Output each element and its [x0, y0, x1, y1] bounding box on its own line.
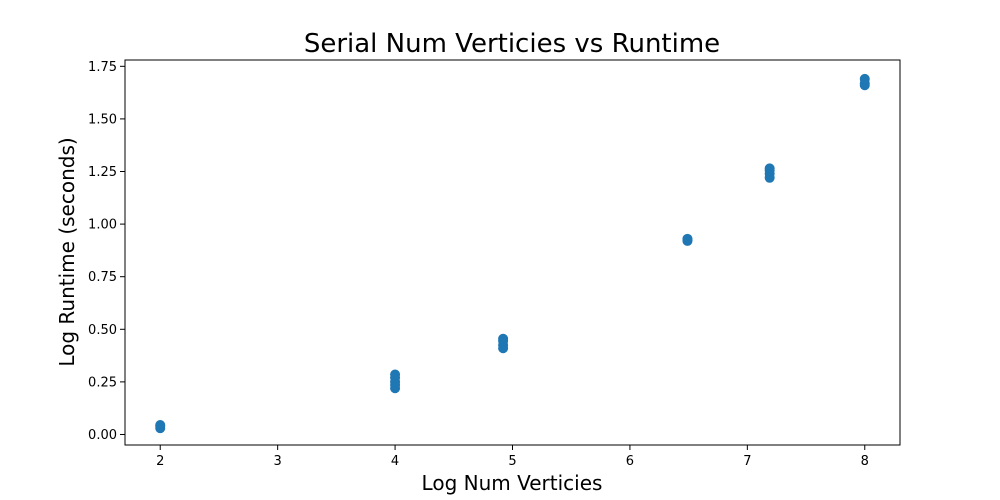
y-axis-label: Log Runtime (seconds) [55, 137, 79, 366]
x-tick-label: 4 [391, 454, 399, 469]
x-axis-ticks: 2 3 4 5 6 7 8 [156, 445, 869, 469]
data-point [390, 369, 401, 380]
points-layer [155, 73, 870, 434]
x-axis-label: Log Num Verticies [422, 471, 603, 495]
x-tick-label: 2 [156, 454, 164, 469]
x-tick-label: 6 [626, 454, 634, 469]
chart-title: Serial Num Verticies vs Runtime [304, 29, 720, 59]
x-tick-label: 7 [743, 454, 751, 469]
y-tick-label: 1.00 [88, 218, 117, 233]
y-tick-label: 0.00 [88, 428, 117, 443]
x-tick-label: 5 [508, 454, 516, 469]
y-tick-label: 1.75 [88, 60, 117, 75]
y-tick-label: 0.75 [88, 270, 117, 285]
x-tick-label: 3 [274, 454, 282, 469]
y-tick-label: 1.50 [88, 112, 117, 127]
y-tick-label: 0.50 [88, 323, 117, 338]
data-point [764, 163, 775, 174]
y-axis-ticks: 0.00 0.25 0.50 0.75 1.00 1.25 1.50 1.75 [88, 60, 125, 443]
data-point [155, 420, 166, 431]
x-tick-label: 8 [861, 454, 869, 469]
data-point [498, 333, 509, 344]
data-point [682, 233, 693, 244]
data-point [859, 73, 870, 84]
y-tick-label: 1.25 [88, 165, 117, 180]
y-tick-label: 0.25 [88, 375, 117, 390]
